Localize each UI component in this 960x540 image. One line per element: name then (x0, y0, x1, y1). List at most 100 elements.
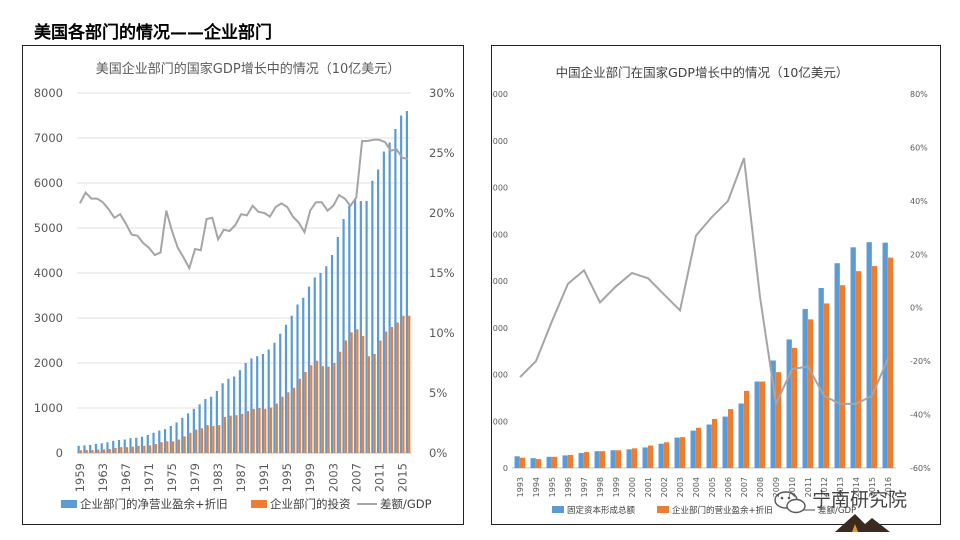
y-tick-right: 20% (429, 206, 455, 220)
x-tick: 1995 (548, 477, 557, 497)
bar-us-surplus (186, 413, 190, 453)
y-tick-right: 15% (429, 266, 455, 280)
bar-us-investment (287, 392, 290, 453)
bar-us-surplus (238, 370, 242, 453)
y-tick-left: 2000 (34, 356, 63, 370)
bar-cn-surplus (552, 456, 558, 468)
bar-us-investment (315, 360, 319, 453)
legend-swatch (552, 506, 564, 513)
bar-cn-fixed-capital (530, 458, 536, 468)
bar-cn-surplus (744, 390, 750, 468)
bar-us-investment (114, 448, 117, 453)
x-tick: 1987 (234, 463, 248, 492)
bar-us-surplus (405, 111, 409, 453)
bar-us-investment (402, 315, 405, 453)
bar-cn-fixed-capital (770, 360, 776, 468)
bar-cn-fixed-capital (626, 449, 632, 468)
bar-us-investment (102, 449, 106, 453)
us-chart: 美国企业部门的国家GDP增长中的情况（10亿美元） 0 1000 2000 3000 40… (34, 61, 455, 511)
bar-us-investment (206, 425, 209, 453)
legend-label: 固定资本形成总额 (567, 505, 636, 516)
bar-us-surplus (112, 440, 115, 453)
y-tick-left: 4000 (34, 266, 63, 280)
y-tick-right: 80% (910, 90, 928, 99)
bar-us-surplus (77, 445, 80, 453)
wechat-icon (774, 491, 806, 514)
us-chart-panel: 美国企业部门的国家GDP增长中的情况（10亿美元） 0 1000 2000 3000 40… (22, 45, 464, 525)
bar-us-surplus (250, 358, 253, 453)
bar-us-surplus (377, 169, 380, 453)
bar-us-surplus (129, 438, 132, 453)
bar-us-surplus (302, 297, 305, 453)
bar-cn-surplus (616, 450, 622, 468)
bar-us-investment (350, 332, 353, 453)
bar-cn-fixed-capital (754, 381, 760, 468)
bar-us-investment (333, 363, 336, 453)
bar-us-investment (281, 396, 284, 453)
bar-us-investment (258, 408, 261, 453)
bar-cn-surplus (776, 372, 782, 468)
bar-us-investment (160, 442, 163, 453)
x-tick: 2009 (772, 477, 781, 497)
bar-us-investment (235, 415, 238, 453)
x-tick: 2014 (852, 477, 861, 497)
bar-cn-surplus (584, 452, 590, 468)
bar-cn-fixed-capital (594, 451, 600, 468)
bar-cn-fixed-capital (610, 450, 616, 468)
bar-cn-fixed-capital (866, 242, 872, 468)
bar-us-investment (223, 417, 227, 453)
bar-cn-fixed-capital (738, 403, 744, 468)
x-tick: 2015 (868, 477, 877, 497)
y-tick-right: -60% (910, 464, 931, 473)
bar-us-investment (131, 446, 134, 453)
bar-us-surplus (325, 266, 328, 453)
bar-us-surplus (94, 444, 98, 453)
bar-us-investment (143, 445, 146, 453)
y-tick-left: 8000 (34, 86, 63, 100)
y-tick-left: 1000 (492, 417, 508, 426)
bar-us-investment (264, 408, 267, 453)
bar-us-surplus (267, 349, 270, 453)
bar-cn-surplus (568, 454, 574, 468)
bar-us-investment (396, 322, 399, 453)
legend-swatch (61, 500, 77, 508)
china-chart-panel: 中国企业部门在国家GDP增长中的情况（10亿美元） 0 1000 2000 3000 40… (488, 45, 941, 525)
x-tick: 2007 (740, 477, 749, 497)
bar-us-surplus (307, 286, 311, 453)
bar-cn-fixed-capital (562, 455, 568, 468)
bar-us-investment (212, 426, 215, 453)
bar-us-surplus (83, 445, 86, 453)
bar-us-surplus (100, 443, 103, 453)
bar-cn-fixed-capital (578, 453, 584, 468)
bar-us-surplus (123, 439, 126, 453)
bar-us-investment (148, 445, 152, 453)
bar-us-investment (85, 450, 88, 453)
bar-cn-fixed-capital (882, 242, 888, 468)
bar-us-surplus (146, 435, 149, 453)
y-tick-right: 60% (910, 143, 928, 152)
mountain-logo-icon (835, 514, 890, 532)
legend-swatch (657, 506, 669, 513)
x-tick: 2013 (836, 477, 845, 497)
bar-cn-fixed-capital (658, 443, 664, 468)
bar-cn-surplus (728, 409, 734, 468)
bar-us-investment (218, 425, 221, 453)
x-tick: 1971 (142, 463, 156, 492)
x-tick: 2008 (756, 477, 765, 497)
bar-cn-fixed-capital (722, 416, 728, 468)
bar-us-investment (241, 413, 244, 453)
bar-us-surplus (261, 354, 265, 453)
bar-cn-surplus (840, 285, 846, 468)
y-tick-left: 3000 (492, 324, 508, 333)
bar-us-surplus (215, 390, 218, 453)
x-tick: 1999 (303, 463, 317, 492)
bar-us-surplus (192, 408, 195, 453)
bar-us-surplus (365, 201, 368, 453)
bar-us-surplus (106, 442, 109, 453)
bar-us-investment (252, 408, 255, 453)
x-tick: 2000 (628, 477, 637, 497)
bar-cn-surplus (664, 442, 670, 468)
bar-us-surplus (342, 219, 345, 453)
y-tick-right: 25% (429, 146, 455, 160)
y-tick-right: 0% (910, 304, 923, 313)
